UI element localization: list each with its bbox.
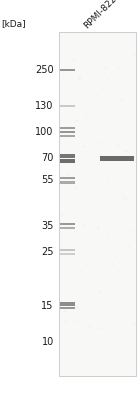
- Bar: [60, 249, 75, 251]
- Bar: [59, 32, 136, 376]
- Bar: [60, 135, 75, 137]
- Text: 70: 70: [41, 153, 54, 163]
- Text: 55: 55: [41, 176, 54, 186]
- Text: 250: 250: [35, 65, 54, 75]
- Text: 25: 25: [41, 247, 54, 257]
- Bar: [100, 156, 134, 161]
- Text: 100: 100: [35, 127, 54, 137]
- Bar: [60, 127, 75, 129]
- Bar: [60, 181, 75, 184]
- Text: 130: 130: [35, 101, 54, 111]
- Text: 15: 15: [41, 301, 54, 311]
- Bar: [60, 105, 75, 107]
- Text: 10: 10: [42, 337, 54, 347]
- Bar: [60, 177, 75, 179]
- Bar: [60, 222, 75, 226]
- Text: RPMI-8226: RPMI-8226: [82, 0, 122, 30]
- Bar: [60, 159, 75, 163]
- Bar: [60, 154, 75, 158]
- Bar: [60, 302, 75, 306]
- Bar: [60, 131, 75, 133]
- Text: [kDa]: [kDa]: [1, 19, 26, 28]
- Text: 35: 35: [41, 221, 54, 231]
- Bar: [60, 227, 75, 229]
- Bar: [60, 306, 75, 310]
- Bar: [60, 69, 75, 71]
- Bar: [60, 253, 75, 254]
